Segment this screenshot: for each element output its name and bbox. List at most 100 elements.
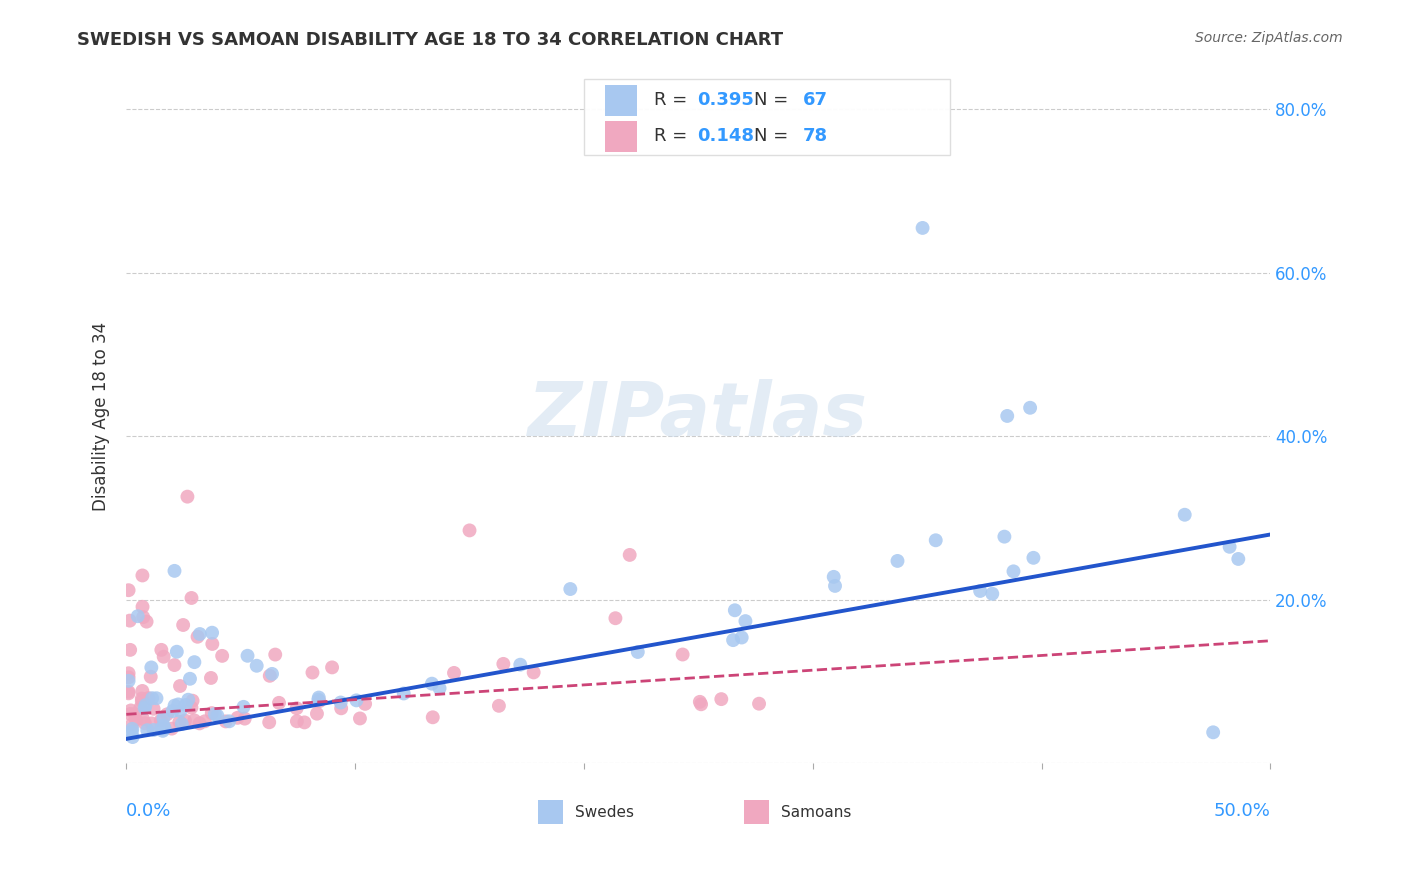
Point <box>329 696 352 710</box>
Point <box>995 409 1018 423</box>
Point <box>141 716 163 731</box>
Point <box>117 685 139 699</box>
Point <box>142 723 165 737</box>
Point <box>121 717 143 731</box>
Point <box>132 712 155 726</box>
Point <box>117 670 139 684</box>
Point <box>180 591 202 605</box>
Text: N =: N = <box>755 91 794 110</box>
Point <box>690 698 713 712</box>
Point <box>911 221 934 235</box>
Point <box>153 722 176 736</box>
Point <box>117 583 139 598</box>
Point <box>204 707 226 722</box>
Point <box>285 714 308 729</box>
Point <box>183 655 205 669</box>
Point <box>201 637 224 651</box>
Point <box>211 648 233 663</box>
Point <box>207 708 229 723</box>
Point <box>710 692 733 706</box>
Point <box>131 691 153 706</box>
Point <box>443 665 465 680</box>
Point <box>163 698 186 713</box>
Point <box>134 701 156 715</box>
Point <box>145 691 167 706</box>
Point <box>226 711 249 725</box>
Point <box>135 698 157 713</box>
Point <box>824 579 846 593</box>
Point <box>886 554 908 568</box>
Point <box>672 648 695 662</box>
Point <box>1019 401 1042 415</box>
Text: R =: R = <box>654 91 693 110</box>
Point <box>925 533 948 548</box>
Point <box>627 645 650 659</box>
Point <box>181 694 204 708</box>
Point <box>969 584 991 599</box>
Point <box>458 524 481 538</box>
Point <box>129 700 152 714</box>
Point <box>260 666 283 681</box>
Point <box>301 665 323 680</box>
Point <box>142 702 165 716</box>
Point <box>135 615 157 629</box>
Point <box>993 530 1015 544</box>
Point <box>724 603 747 617</box>
Point <box>183 714 205 728</box>
Point <box>170 717 193 731</box>
Point <box>163 658 186 673</box>
Y-axis label: Disability Age 18 to 34: Disability Age 18 to 34 <box>93 321 110 510</box>
Text: 0.0%: 0.0% <box>127 802 172 820</box>
Text: Samoans: Samoans <box>780 805 851 820</box>
Point <box>177 692 200 706</box>
Point <box>118 614 141 628</box>
Point <box>330 701 353 715</box>
Point <box>121 722 143 736</box>
Point <box>560 582 582 596</box>
Point <box>420 676 443 690</box>
Point <box>1219 540 1241 554</box>
Point <box>429 681 451 696</box>
Point <box>152 711 174 725</box>
Point <box>734 614 756 628</box>
FancyBboxPatch shape <box>538 800 564 824</box>
Point <box>188 716 211 731</box>
Point <box>619 548 641 562</box>
Point <box>194 714 217 729</box>
Point <box>188 627 211 641</box>
Point <box>125 713 148 727</box>
Text: N =: N = <box>755 128 794 145</box>
Text: Source: ZipAtlas.com: Source: ZipAtlas.com <box>1195 31 1343 45</box>
Point <box>689 695 711 709</box>
Point <box>218 714 240 729</box>
Text: SWEDISH VS SAMOAN DISABILITY AGE 18 TO 34 CORRELATION CHART: SWEDISH VS SAMOAN DISABILITY AGE 18 TO 3… <box>77 31 783 49</box>
Point <box>200 671 222 685</box>
Point <box>1227 552 1250 566</box>
Point <box>346 693 368 707</box>
FancyBboxPatch shape <box>605 85 637 116</box>
Point <box>152 649 174 664</box>
Point <box>321 660 343 674</box>
Text: 67: 67 <box>803 91 828 110</box>
Point <box>246 658 269 673</box>
FancyBboxPatch shape <box>744 800 769 824</box>
Point <box>215 714 238 729</box>
Point <box>233 712 256 726</box>
Point <box>127 609 149 624</box>
Point <box>294 715 316 730</box>
Point <box>305 706 328 721</box>
Point <box>124 707 146 722</box>
Point <box>131 694 153 708</box>
Point <box>141 660 163 674</box>
Point <box>156 707 179 722</box>
Point <box>174 714 197 728</box>
Point <box>267 696 290 710</box>
Point <box>117 666 139 681</box>
Point <box>823 570 845 584</box>
Text: 50.0%: 50.0% <box>1213 802 1271 820</box>
Point <box>721 633 744 648</box>
Point <box>150 722 173 736</box>
Point <box>285 701 308 715</box>
Text: 0.148: 0.148 <box>697 128 754 145</box>
Point <box>163 564 186 578</box>
